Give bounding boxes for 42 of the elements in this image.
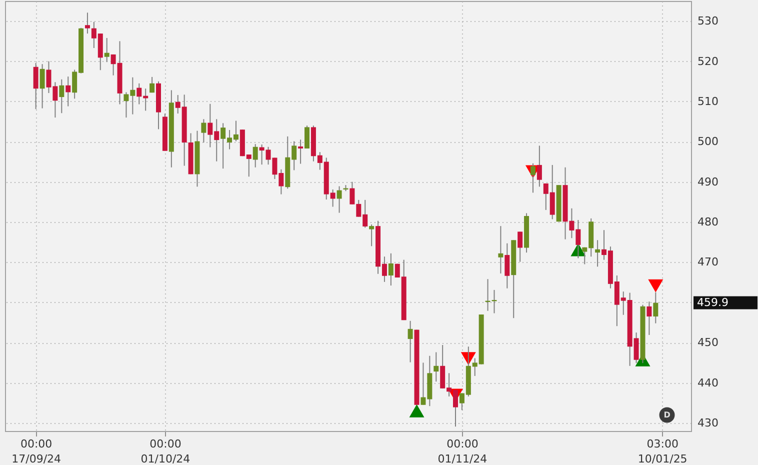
candlestick [434,352,439,382]
y-tick-label: 440 [698,376,718,390]
candlestick [653,292,658,324]
candlestick [40,64,45,109]
y-tick-label: 510 [698,94,718,108]
y-tick-label: 500 [698,135,718,148]
y-tick-label: 530 [698,14,718,28]
x-tick-label: 00:00 01/11/24 [438,438,488,465]
candlestick [518,231,523,262]
candlestick [408,320,413,363]
candlestick [59,78,64,114]
y-tick-label: 520 [698,54,718,68]
candlestick [201,118,206,143]
candlestick [530,162,536,194]
y-tick-label: 470 [698,256,718,269]
y-tick-label: 450 [698,336,718,350]
annotation: D [664,410,671,420]
candlestick [369,224,374,247]
point [648,279,664,292]
candlestick [498,226,504,274]
candlestick [84,12,90,34]
candlestick [388,252,394,286]
candlestick [336,186,342,214]
x-tick-label: 00:00 17/09/24 [12,438,62,465]
candlestick [252,144,258,168]
candlestick [536,145,542,188]
candlestick [504,242,510,289]
candlestick [66,76,71,107]
candlestick [595,240,600,268]
text: 459.9 [697,296,728,309]
x-tick-label: 00:00 01/10/24 [140,438,190,465]
y-tick-label: 430 [698,416,718,430]
x-tick-label: 03:00 10/01/25 [638,438,688,465]
y-tick-label: 490 [698,175,718,188]
point [409,404,424,418]
candlestick [150,76,155,94]
candlestick [104,37,110,63]
candlestick [646,301,652,336]
candlestick [298,139,304,164]
candlestick [304,125,310,149]
y-tick-label: 480 [698,216,718,229]
candlestick [33,62,38,110]
